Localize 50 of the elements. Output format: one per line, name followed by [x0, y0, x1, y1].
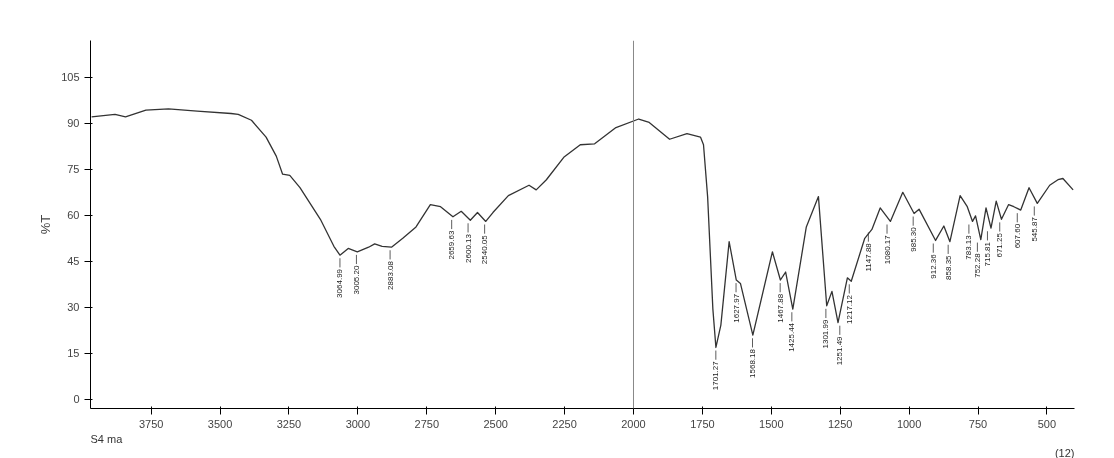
- annotation: 1425.44: [787, 322, 797, 352]
- y-axis-title: %T: [38, 214, 54, 235]
- annotation: 1251.49: [835, 335, 845, 366]
- annotation: 2659.63: [447, 230, 457, 260]
- annotation: 858.35: [943, 254, 953, 280]
- annotation: 752.28: [972, 252, 982, 278]
- y-tick-label: 90: [67, 117, 80, 130]
- annotation: 1467.88: [775, 293, 785, 323]
- annotation: 2883.08: [385, 260, 395, 290]
- x-tick-label: 2250: [552, 417, 577, 430]
- annotation: 607.60: [1012, 223, 1022, 249]
- x-tick-label: 500: [1037, 417, 1057, 430]
- x-tick-label: 2750: [414, 417, 440, 430]
- x-tick-label: 1250: [827, 417, 853, 430]
- annotation: 1080.17: [882, 234, 892, 265]
- y-tick-label: 30: [67, 301, 80, 314]
- annotation: 1568.18: [748, 348, 758, 378]
- annotation: 912.36: [928, 253, 938, 279]
- annotation: 2600.13: [463, 233, 473, 263]
- x-tick-label: 3750: [138, 417, 164, 430]
- annotation: 783.13: [964, 234, 974, 260]
- y-tick-label: 45: [67, 255, 80, 268]
- annotation: 715.81: [982, 241, 992, 267]
- x-tick-label: 750: [968, 417, 988, 430]
- annotation: 1627.97: [731, 293, 741, 323]
- y-tick-label: 0: [73, 393, 80, 406]
- x-tick-label: 1500: [759, 417, 784, 430]
- annotation: 985.30: [908, 226, 918, 252]
- x-tick-label: 2500: [483, 417, 508, 430]
- annotation: 1147.88: [863, 242, 873, 272]
- x-tick-label: 3000: [345, 417, 371, 430]
- text: S4 ma: [90, 432, 124, 445]
- y-tick-label: 75: [67, 163, 80, 176]
- x-tick-label: 1750: [690, 417, 715, 430]
- x-tick-label: 3250: [276, 417, 302, 430]
- annotation: 545.87: [1029, 216, 1039, 242]
- text: (12): [1054, 446, 1075, 458]
- y-tick-label: 15: [67, 347, 80, 360]
- annotation: 671.25: [995, 232, 1005, 258]
- annotation: 3064.99: [335, 268, 345, 298]
- y-tick-label: 60: [67, 209, 80, 222]
- annotation: 1301.99: [821, 319, 831, 349]
- annotation: 3005.20: [351, 265, 361, 295]
- x-tick-label: 3500: [207, 417, 233, 430]
- annotation: 1701.27: [711, 360, 721, 391]
- y-tick-label: 105: [61, 71, 80, 84]
- annotation: 1217.12: [844, 294, 854, 324]
- annotation: 2540.05: [480, 234, 490, 265]
- x-tick-label: 1000: [896, 417, 922, 430]
- x-tick-label: 2000: [621, 417, 646, 430]
